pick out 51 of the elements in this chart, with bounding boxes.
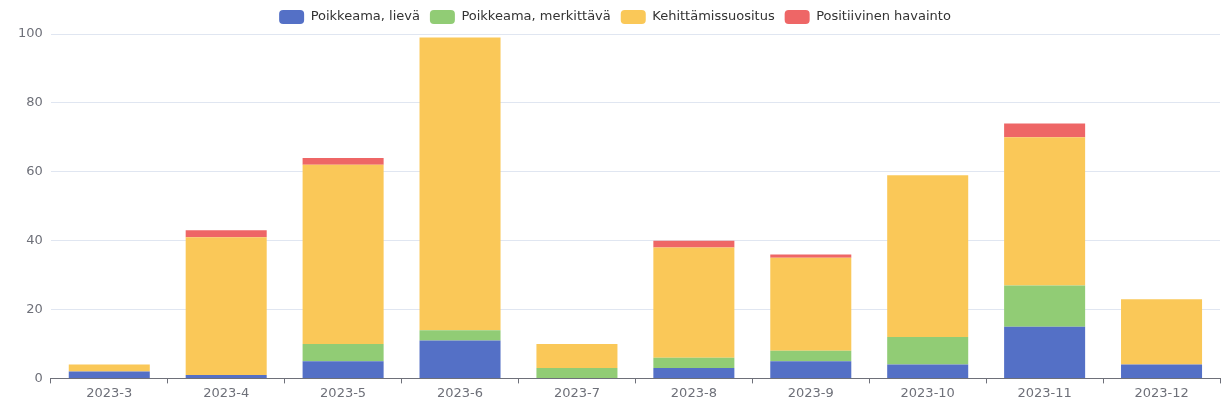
- legend-label: Positiivinen havainto: [816, 8, 951, 24]
- x-tick-label: 2023-3: [86, 384, 133, 400]
- bar: [770, 254, 852, 258]
- bar: [68, 371, 150, 378]
- legend-label: Poikkeama, lievä: [310, 8, 420, 24]
- bar: [653, 247, 735, 358]
- x-tick-label: 2023-11: [1017, 384, 1072, 400]
- x-tick-label: 2023-8: [670, 384, 717, 400]
- bar: [419, 340, 501, 378]
- bar: [302, 157, 384, 165]
- legend-label: Kehittämissuositus: [652, 8, 775, 24]
- bar: [302, 343, 384, 362]
- bar: [1004, 326, 1086, 378]
- x-tick-label: 2023-4: [203, 384, 250, 400]
- bar: [185, 237, 267, 375]
- bar: [770, 257, 852, 351]
- bar: [887, 175, 969, 338]
- bar: [1004, 285, 1086, 327]
- y-tick-label: 80: [26, 94, 43, 110]
- bar: [1121, 299, 1203, 365]
- bar: [653, 368, 735, 378]
- bar: [887, 337, 969, 365]
- bar: [1004, 137, 1086, 286]
- x-tick-label: 2023-7: [553, 384, 600, 400]
- x-tick-label: 2023-5: [320, 384, 367, 400]
- bar: [653, 240, 735, 248]
- bar: [1004, 123, 1086, 138]
- bar: [419, 330, 501, 341]
- x-tick-label: 2023-10: [900, 384, 955, 400]
- y-tick-label: 20: [26, 300, 43, 316]
- bar: [887, 364, 969, 378]
- x-tick-label: 2023-6: [437, 384, 484, 400]
- bar: [536, 368, 618, 378]
- bar: [68, 364, 150, 372]
- y-tick-label: 60: [26, 163, 43, 179]
- x-tick-label: 2023-9: [787, 384, 834, 400]
- legend-label: Poikkeama, merkittävä: [461, 8, 611, 24]
- bar: [419, 37, 501, 331]
- bar: [302, 361, 384, 378]
- y-tick-label: 40: [26, 232, 43, 248]
- bar: [653, 357, 735, 369]
- y-tick-label: 100: [17, 25, 43, 41]
- bar: [185, 374, 267, 378]
- bar: [770, 350, 852, 362]
- x-tick-label: 2023-12: [1134, 384, 1189, 400]
- bar: [185, 230, 267, 238]
- y-tick-label: 0: [34, 369, 43, 385]
- bar: [770, 361, 852, 378]
- bar: [1121, 364, 1203, 378]
- bar: [302, 164, 384, 344]
- bar: [536, 343, 618, 369]
